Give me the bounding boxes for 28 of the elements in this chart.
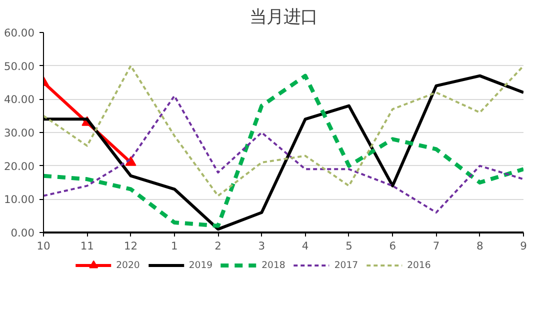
x-tick-label: 6 — [389, 240, 396, 252]
x-tick-label: 10 — [36, 240, 50, 252]
x-tick-label: 9 — [520, 240, 528, 252]
x-tick-label: 2 — [214, 240, 222, 252]
legend-label: 2019 — [188, 260, 213, 270]
legend-label: 2018 — [262, 260, 286, 270]
x-tick-label: 11 — [80, 240, 94, 252]
x-tick-label: 4 — [302, 240, 309, 252]
y-tick-label: 20.00 — [4, 160, 35, 173]
x-tick-label: 7 — [432, 240, 440, 252]
legend-label: 2020 — [116, 260, 140, 270]
y-tick-label: 30.00 — [4, 126, 35, 140]
chart-title: 当月进口 — [250, 8, 318, 28]
x-tick-label: 3 — [258, 240, 266, 252]
y-tick-label: 40.00 — [4, 93, 35, 106]
x-tick-label: 8 — [476, 240, 484, 252]
line-series — [44, 64, 524, 197]
legend-label: 2016 — [407, 260, 431, 270]
x-tick-label: 5 — [346, 240, 352, 252]
line-series — [44, 94, 524, 214]
x-tick-label: 1 — [171, 240, 178, 252]
y-tick-label: 10.00 — [4, 193, 35, 206]
y-tick-label: 60.00 — [4, 26, 35, 40]
x-tick-label: 12 — [124, 240, 138, 252]
y-tick-label: 0.00 — [10, 226, 35, 240]
point — [125, 156, 136, 166]
y-tick-label: 50.00 — [4, 60, 35, 73]
legend-label: 2017 — [334, 260, 358, 270]
